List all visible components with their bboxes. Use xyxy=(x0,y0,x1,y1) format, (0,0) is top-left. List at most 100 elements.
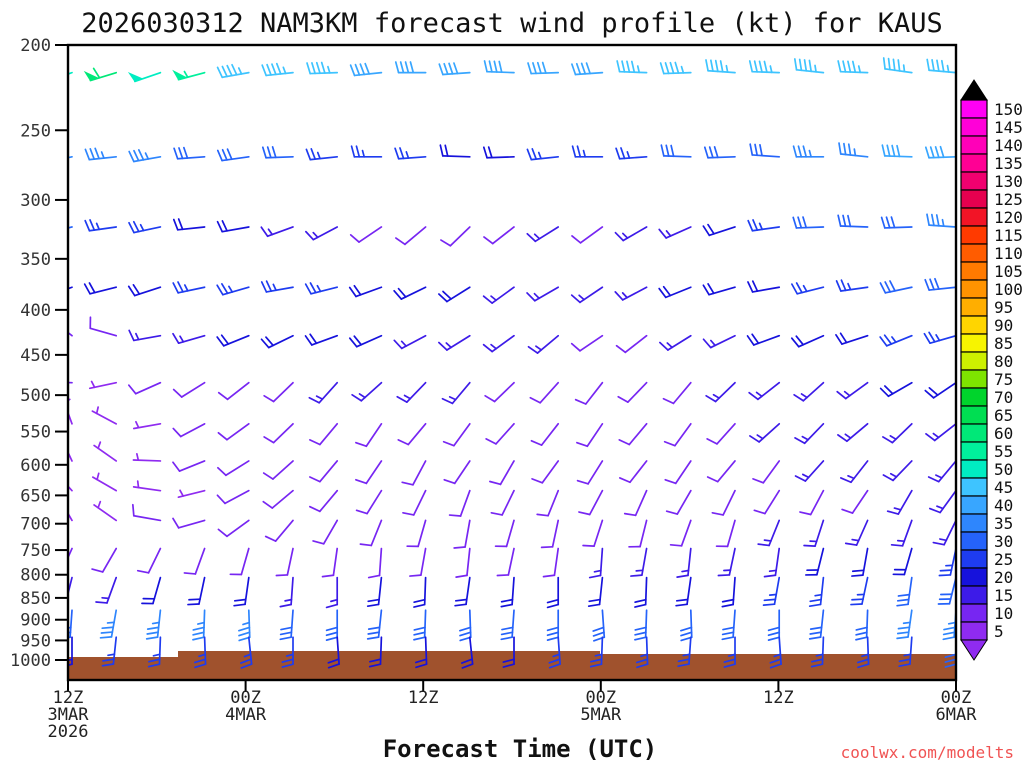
colorbar-swatch xyxy=(960,297,988,317)
wind-barb xyxy=(442,422,471,447)
colorbar-value-label: 30 xyxy=(994,532,1013,551)
wind-barb xyxy=(68,484,73,492)
wind-barb xyxy=(747,280,781,293)
wind-barb xyxy=(615,334,648,354)
colorbar-swatch xyxy=(960,603,988,623)
wind-barb xyxy=(88,380,118,390)
wind-barb xyxy=(91,406,118,425)
watermark-link[interactable]: coolwx.com/modelts xyxy=(841,743,1014,762)
wind-barb xyxy=(127,283,162,297)
wind-barb xyxy=(489,460,515,486)
colorbar-value-label: 100 xyxy=(994,280,1023,299)
wind-barb xyxy=(571,62,604,76)
wind-barb xyxy=(448,489,471,517)
wind-barb xyxy=(490,489,515,516)
wind-barb xyxy=(837,214,869,228)
colorbar-swatch xyxy=(960,621,988,641)
wind-barb xyxy=(659,334,692,351)
wind-barb xyxy=(261,146,294,159)
wind-barb xyxy=(763,547,781,578)
wind-barb xyxy=(748,60,781,74)
wind-barb xyxy=(715,519,736,548)
axes: 200 250 300 350 400 450 500 550 600 650 700 750 800 8… xyxy=(10,36,977,742)
wind-barb xyxy=(84,147,118,161)
wind-barb xyxy=(571,145,604,158)
x-axis-tick-label: 00Z xyxy=(230,688,261,708)
wind-barb xyxy=(792,216,825,229)
wind-barb xyxy=(880,216,913,229)
wind-barb xyxy=(680,609,693,642)
wind-barb xyxy=(752,460,781,484)
wind-barb xyxy=(305,148,339,161)
wind-barb xyxy=(484,381,515,403)
wind-barb xyxy=(530,422,560,446)
colorbar-value-label: 150 xyxy=(994,100,1023,119)
wind-barb xyxy=(927,460,956,483)
wind-barb xyxy=(675,576,692,607)
wind-barb xyxy=(749,422,781,443)
wind-barb xyxy=(172,422,206,438)
wind-barb xyxy=(260,280,294,293)
colorbar-swatch xyxy=(960,153,988,173)
wind-barb xyxy=(677,636,692,668)
wind-barb xyxy=(587,576,604,608)
wind-barb xyxy=(395,226,427,246)
wind-barb xyxy=(309,422,339,446)
wind-barb xyxy=(263,381,294,403)
wind-barb xyxy=(460,636,474,669)
wind-barb xyxy=(723,636,736,668)
colorbar-value-label: 90 xyxy=(994,316,1013,335)
wind-barb xyxy=(665,489,692,515)
colorbar-value-label: 115 xyxy=(994,226,1023,245)
wind-barb xyxy=(494,519,515,548)
colorbar-value-label: 25 xyxy=(994,550,1013,569)
wind-barb xyxy=(808,609,825,640)
wind-barb xyxy=(634,576,648,608)
wind-barb xyxy=(929,489,956,514)
colorbar-swatch xyxy=(960,189,988,209)
wind-barb xyxy=(571,226,604,244)
wind-barb xyxy=(229,547,250,576)
wind-barb xyxy=(127,381,162,395)
wind-barb xyxy=(703,146,736,159)
wind-barb xyxy=(615,147,648,160)
wind-barb xyxy=(706,422,736,445)
colorbar-value-label: 10 xyxy=(994,604,1013,623)
wind-barb xyxy=(749,143,781,158)
wind-barb xyxy=(128,149,162,163)
wind-barb xyxy=(614,286,648,301)
wind-barb xyxy=(837,422,869,443)
x-axis-tick-label: 2026 xyxy=(48,722,89,742)
wind-barb xyxy=(454,576,471,607)
wind-barb xyxy=(836,381,869,400)
x-axis-tick-label: 00Z xyxy=(585,688,616,708)
wind-barb xyxy=(589,636,604,668)
wind-barb xyxy=(216,334,250,347)
wind-barb xyxy=(925,422,956,442)
wind-barb xyxy=(892,547,913,576)
x-axis-tick-label: 12Z xyxy=(53,688,84,708)
wind-barb xyxy=(767,609,781,641)
wind-barb xyxy=(792,145,825,158)
wind-barb xyxy=(924,145,956,159)
wind-barb xyxy=(844,519,869,546)
wind-barb xyxy=(172,460,206,472)
wind-barb xyxy=(841,489,869,514)
wind-barb xyxy=(882,57,913,74)
y-axis-tick-label: 800 xyxy=(20,566,51,586)
wind-barb xyxy=(705,59,736,74)
wind-barb xyxy=(662,381,692,405)
colorbar-swatch xyxy=(960,477,988,497)
wind-barb xyxy=(753,489,781,515)
wind-barb xyxy=(576,422,604,448)
wind-barb xyxy=(705,381,736,403)
colorbar-overflow-bottom xyxy=(960,639,988,661)
y-axis-tick-label: 300 xyxy=(20,191,51,211)
colorbar-value-label: 125 xyxy=(994,190,1023,209)
wind-barb xyxy=(578,489,604,516)
wind-barb xyxy=(483,60,515,74)
wind-barb xyxy=(264,519,294,542)
wind-barb xyxy=(68,435,73,462)
colorbar-swatch xyxy=(960,441,988,461)
colorbar-value-label: 20 xyxy=(994,568,1013,587)
